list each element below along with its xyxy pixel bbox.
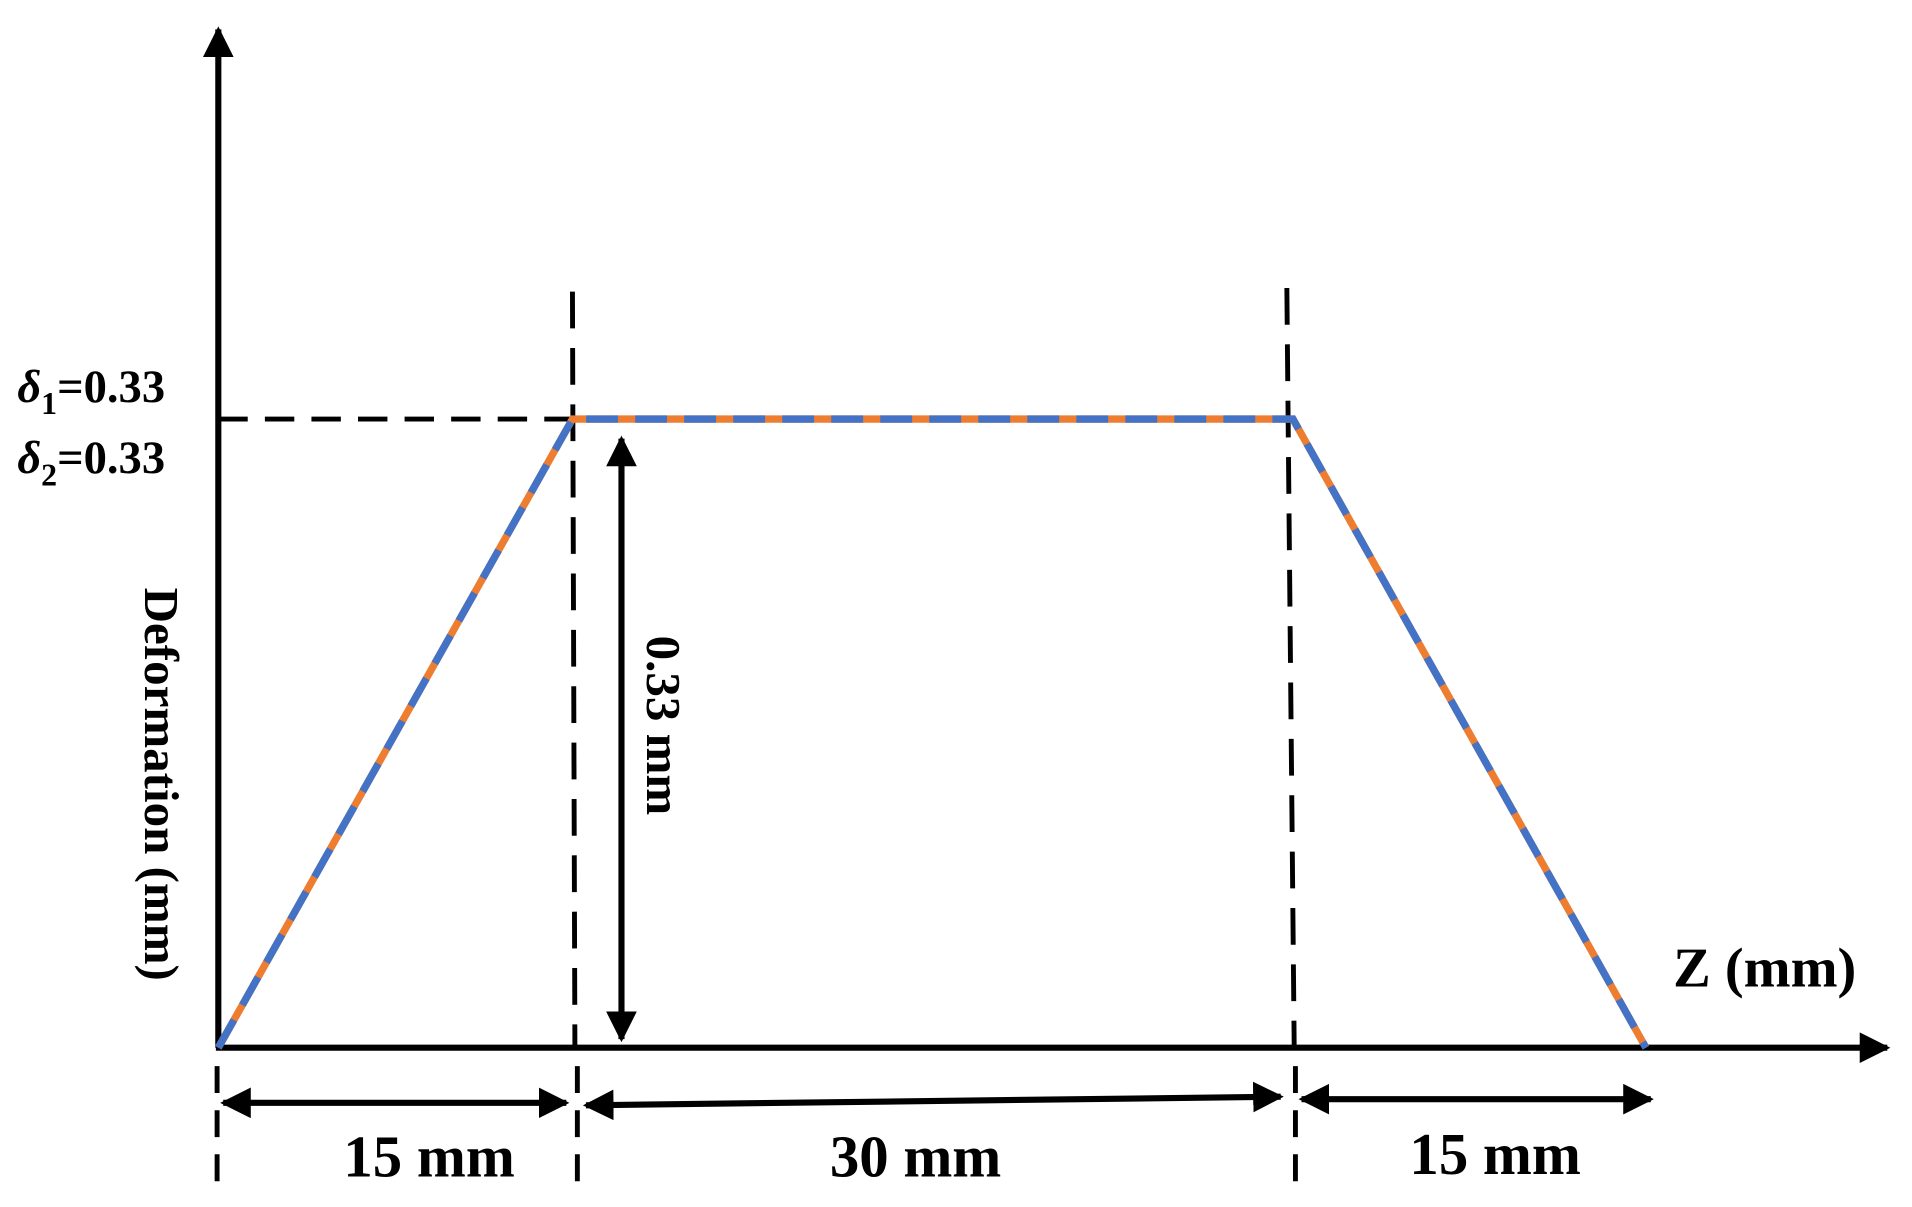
delta-value: =0.33 <box>57 362 165 413</box>
delta-subscript: 2 <box>41 457 57 492</box>
guide-line <box>570 291 578 1048</box>
delta-label: δ1=0.33 <box>17 362 165 421</box>
delta-value: =0.33 <box>57 433 165 484</box>
guide-line <box>1284 287 1297 1048</box>
segment-label: 30 mm <box>830 1124 1001 1189</box>
height-label: 0.33 mm <box>636 636 691 816</box>
dimension-arrow <box>582 1081 1284 1121</box>
delta-symbol: δ <box>17 362 41 413</box>
profile-blue <box>215 415 1650 1050</box>
delta-subscript: 1 <box>41 386 57 421</box>
x-axis-label: Z (mm) <box>1673 937 1856 999</box>
profile-orange <box>215 415 1650 1050</box>
y-axis-label: Deformation (mm) <box>134 588 189 981</box>
segment-label: 15 mm <box>1409 1122 1580 1187</box>
delta-label: δ2=0.33 <box>17 433 165 492</box>
segment-label: 15 mm <box>343 1124 514 1189</box>
delta-symbol: δ <box>17 433 41 484</box>
